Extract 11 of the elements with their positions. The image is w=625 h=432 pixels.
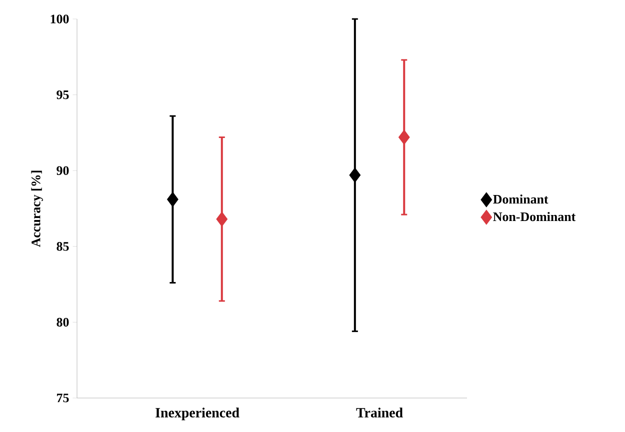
y-tick-label: 80 bbox=[56, 318, 69, 327]
y-tick-label: 95 bbox=[56, 90, 69, 100]
y-tick-label: 100 bbox=[50, 14, 69, 24]
x-tick-label: Inexperienced bbox=[156, 408, 240, 420]
y-axis-title: Accuracy [%] bbox=[31, 170, 43, 248]
x-tick-label: Trained bbox=[356, 408, 403, 418]
legend-label: Non-Dominant bbox=[493, 212, 576, 222]
y-tick-label: 85 bbox=[56, 242, 69, 251]
y-tick-label: 90 bbox=[56, 166, 69, 175]
legend-label: Dominant bbox=[493, 194, 548, 204]
y-tick-label: 75 bbox=[57, 394, 69, 402]
